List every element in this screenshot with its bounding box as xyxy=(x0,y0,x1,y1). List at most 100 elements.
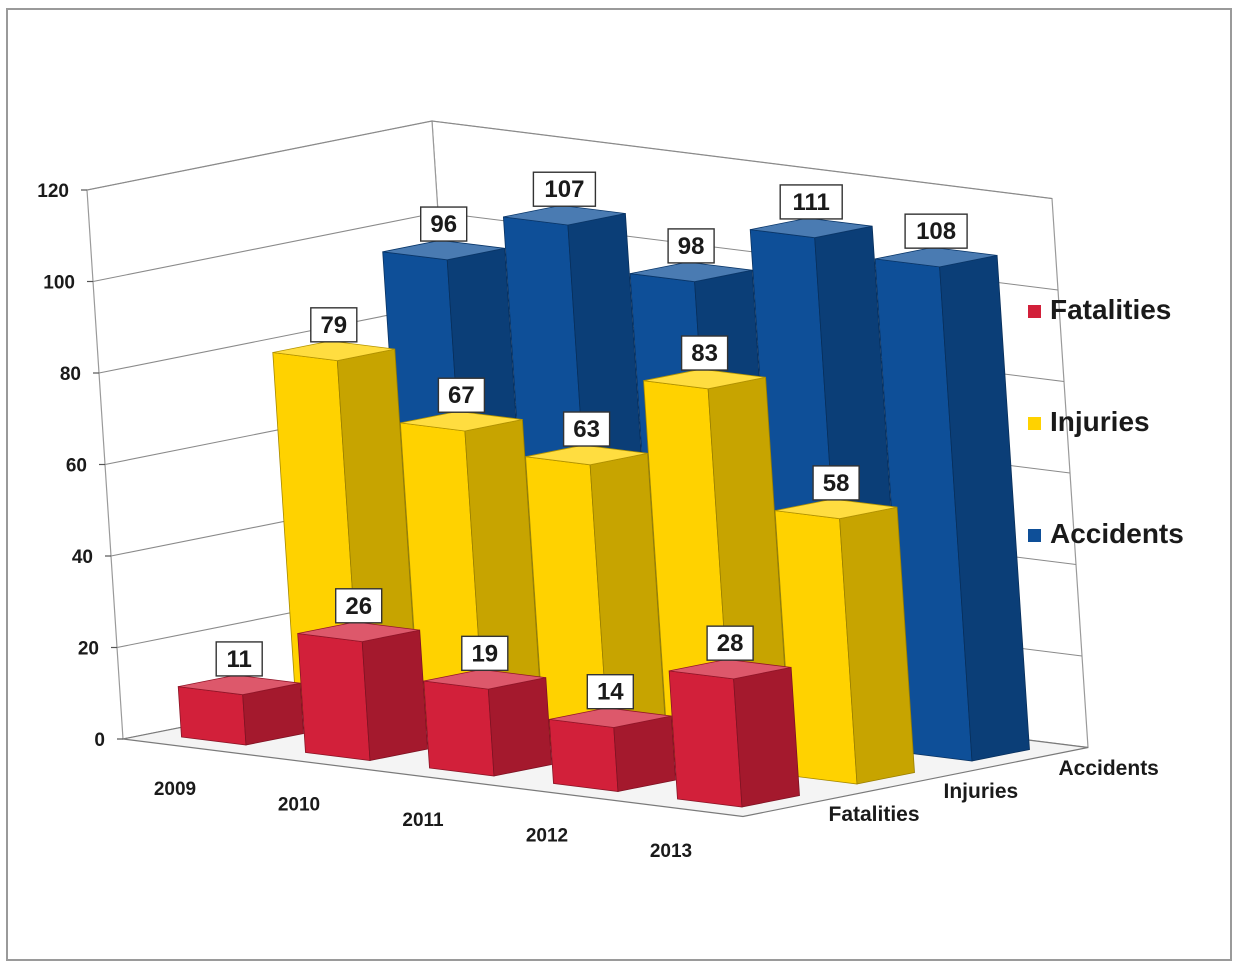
data-label-fatalities-2009: 11 xyxy=(215,641,263,677)
data-label-box xyxy=(706,625,754,661)
data-label-box xyxy=(461,635,509,672)
data-labels: 96 107 98 111 108 79 67 63 83 58 11 26 19 14 28 xyxy=(215,171,968,710)
legend-item-fatalities: Fatalities xyxy=(1028,294,1171,325)
data-label-value: 26 xyxy=(345,593,372,620)
bar-top-face xyxy=(775,498,898,520)
data-label-injuries-2011: 63 xyxy=(562,411,611,447)
y-tick-label: 0 xyxy=(94,730,105,751)
data-label-value: 111 xyxy=(792,189,829,216)
data-label-value: 96 xyxy=(430,211,457,238)
legend-label: Fatalities xyxy=(1050,294,1171,325)
y-tick-label: 100 xyxy=(43,273,75,294)
x-category-label: 2012 xyxy=(526,825,568,846)
bar-top-face xyxy=(525,444,648,466)
bar-fatalities-2009 xyxy=(177,674,304,746)
y-tick-label: 60 xyxy=(66,456,87,477)
data-label-fatalities-2012: 14 xyxy=(586,674,634,710)
bar-top-face xyxy=(630,261,753,283)
data-label-box xyxy=(562,411,611,447)
data-label-fatalities-2010: 26 xyxy=(335,588,383,624)
legend-item-injuries: Injuries xyxy=(1028,406,1150,437)
bar-side-face xyxy=(613,715,676,792)
legend-label: Accidents xyxy=(1050,518,1184,549)
data-label-box xyxy=(215,641,263,677)
bar-top-face xyxy=(503,204,626,226)
y-tick-label: 120 xyxy=(37,181,69,202)
series-axis: Fatalities Injuries Accidents xyxy=(829,757,1159,826)
bar-front-face xyxy=(177,686,247,746)
bar-top-face xyxy=(297,621,420,643)
bar-fatalities-2010 xyxy=(297,621,428,761)
bar-injuries-2013 xyxy=(774,498,915,785)
data-label-accidents-2009: 96 xyxy=(420,206,468,242)
bar-front-face xyxy=(423,680,495,777)
data-label-fatalities-2011: 19 xyxy=(461,635,509,672)
data-label-box xyxy=(586,674,634,710)
data-label-box xyxy=(310,307,358,343)
data-label-value: 79 xyxy=(320,312,347,339)
data-label-value: 107 xyxy=(544,176,584,203)
data-label-box xyxy=(779,184,843,220)
data-label-box xyxy=(812,465,860,501)
bar-fatalities-2012 xyxy=(548,707,676,792)
legend-swatch xyxy=(1028,417,1041,430)
bar-top-face xyxy=(875,246,998,268)
bar-front-face xyxy=(297,633,371,761)
bar-side-face xyxy=(733,666,800,808)
data-label-box xyxy=(437,377,486,413)
data-label-injuries-2009: 79 xyxy=(310,307,358,343)
bar-front-face xyxy=(548,718,619,792)
data-label-accidents-2012: 111 xyxy=(779,184,843,220)
x-category-label: 2010 xyxy=(278,794,320,815)
bars xyxy=(177,204,1030,808)
data-label-injuries-2010: 67 xyxy=(437,377,486,413)
data-label-box xyxy=(680,335,729,371)
y-tick-label: 80 xyxy=(60,364,81,385)
data-label-value: 83 xyxy=(691,340,718,367)
bar-accidents-2013 xyxy=(874,246,1030,762)
data-label-injuries-2012: 83 xyxy=(680,335,729,371)
legend-item-accidents: Accidents xyxy=(1028,518,1184,549)
data-label-injuries-2013: 58 xyxy=(812,465,860,501)
bar-top-face xyxy=(549,707,672,728)
bar-top-face xyxy=(178,674,301,696)
data-label-accidents-2011: 98 xyxy=(667,228,715,264)
data-label-value: 67 xyxy=(448,382,475,409)
series-axis-label: Fatalities xyxy=(829,803,920,826)
chart-frame: 0 20 40 60 80 100 120 96 107 98 111 108 79 67 63 83 58 1… xyxy=(6,8,1232,961)
bar-top-face xyxy=(272,340,395,362)
bar-fatalities-2011 xyxy=(423,669,552,777)
data-label-box xyxy=(335,588,383,624)
data-label-value: 11 xyxy=(227,646,252,673)
y-tick-label: 20 xyxy=(78,639,99,660)
legend-label: Injuries xyxy=(1050,406,1150,437)
data-label-value: 108 xyxy=(916,218,956,245)
chart-3d-column: 0 20 40 60 80 100 120 96 107 98 111 108 79 67 63 83 58 1… xyxy=(37,120,1184,862)
bar-top-face xyxy=(423,669,546,690)
legend-swatch xyxy=(1028,529,1041,542)
data-label-accidents-2010: 107 xyxy=(532,171,597,207)
bar-top-face xyxy=(750,217,873,239)
legend-swatch xyxy=(1028,305,1041,318)
data-label-box xyxy=(532,171,597,207)
data-label-value: 98 xyxy=(678,233,705,260)
data-label-value: 28 xyxy=(717,630,744,657)
data-label-box xyxy=(667,228,715,264)
bar-top-face xyxy=(669,658,792,680)
data-label-value: 63 xyxy=(573,416,600,443)
bar-top-face xyxy=(382,239,505,261)
bar-fatalities-2013 xyxy=(668,658,800,808)
gridline xyxy=(86,120,1053,200)
series-axis-label: Injuries xyxy=(944,780,1019,803)
data-label-box xyxy=(904,213,968,249)
data-label-value: 19 xyxy=(471,640,498,667)
data-label-box xyxy=(420,206,468,242)
legend: Fatalities Injuries Accidents xyxy=(1028,294,1184,549)
bar-top-face xyxy=(643,368,766,390)
bar-side-face xyxy=(487,677,552,777)
x-category-label: 2013 xyxy=(650,841,692,862)
x-category-label: 2009 xyxy=(154,779,196,800)
data-label-accidents-2013: 108 xyxy=(904,213,968,249)
bar-front-face xyxy=(668,670,743,808)
bar-side-face xyxy=(361,629,428,761)
